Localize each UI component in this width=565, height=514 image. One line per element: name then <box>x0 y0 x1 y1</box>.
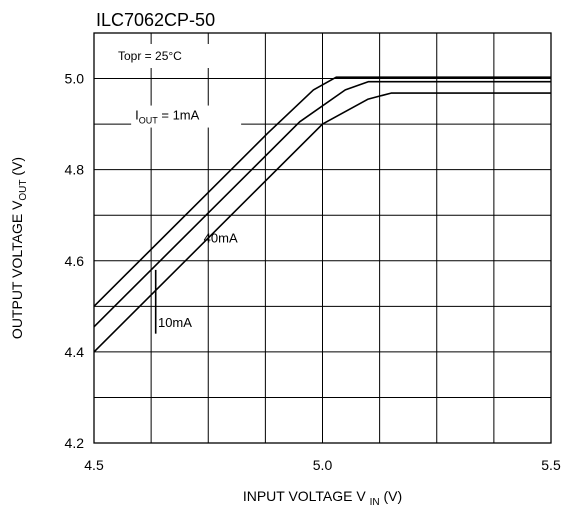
y-tick-label: 4.6 <box>65 253 85 269</box>
x-tick-label: 4.5 <box>84 457 104 473</box>
series-layer <box>93 76 551 353</box>
x-axis-label: INPUT VOLTAGE V IN (V) <box>243 488 402 508</box>
series-line <box>93 76 551 307</box>
plot-frame <box>93 32 552 444</box>
series-label: 10mA <box>158 315 192 330</box>
grid <box>93 32 552 444</box>
y-axis-label: OUTPUT VOLTAGE VOUT (V) <box>9 157 29 339</box>
tick-labels: 4.5 5.0 5.5 4.2 4.4 4.6 4.8 5.0 <box>65 71 561 473</box>
series-label-bg <box>131 105 242 128</box>
y-tick-label: 5.0 <box>65 71 85 87</box>
series-label: 40mA <box>204 231 238 246</box>
condition-label: Topr = 25°C <box>118 49 182 63</box>
condition-label-bg <box>104 44 232 68</box>
series-label: IOUT = 1mA <box>135 108 199 126</box>
y-tick-label: 4.2 <box>65 435 85 451</box>
y-tick-label: 4.4 <box>65 344 85 360</box>
y-tick-label: 4.8 <box>65 162 85 178</box>
chart-title: ILC7062CP-50 <box>96 10 215 30</box>
x-tick-label: 5.0 <box>313 457 333 473</box>
annotation-layer: IOUT = 1mA 40mA 10mA <box>131 105 242 334</box>
x-tick-label: 5.5 <box>541 457 561 473</box>
series-line <box>93 92 551 353</box>
series-line <box>93 80 551 328</box>
